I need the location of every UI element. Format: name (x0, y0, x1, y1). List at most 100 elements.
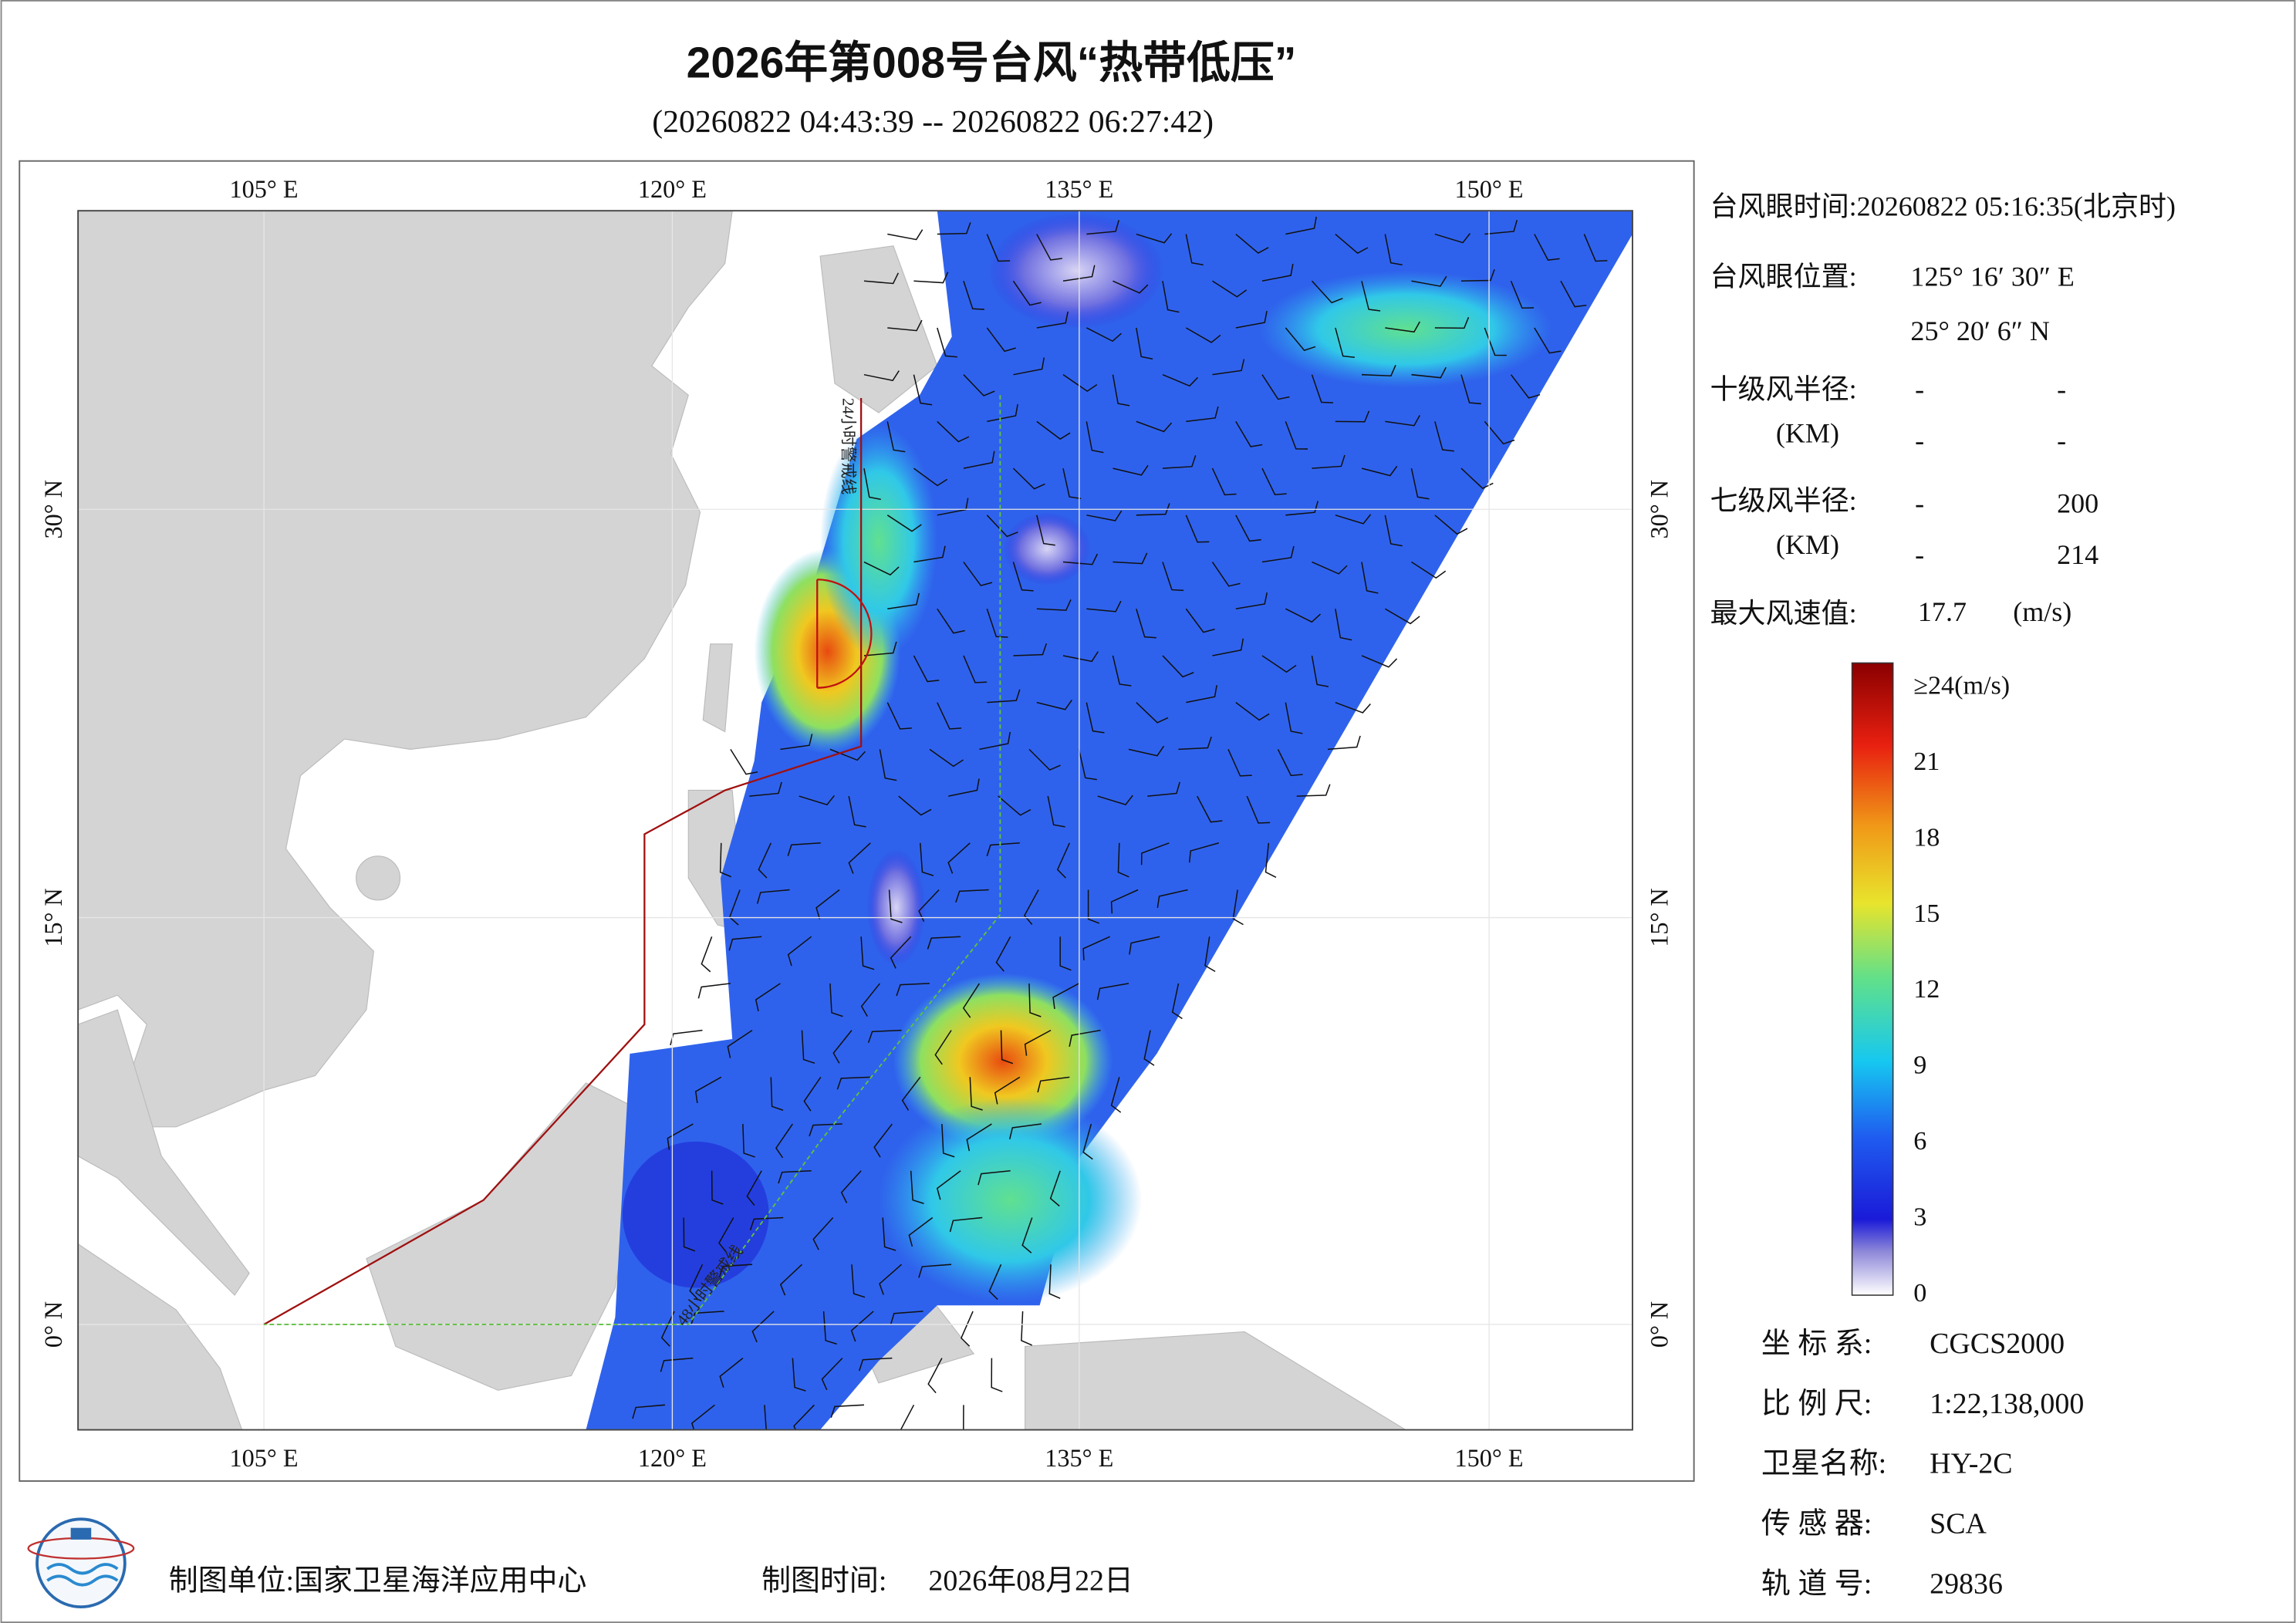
wind-barb (719, 842, 731, 878)
wind-barb (1021, 1311, 1033, 1346)
max-wind-unit: (m/s) (2013, 596, 2071, 627)
wind-barb (1052, 983, 1079, 1010)
warning-line-48h (264, 395, 1001, 1325)
wind-barb (987, 689, 1021, 704)
wind-barb (1384, 515, 1403, 547)
colorbar-label: 15 (1913, 899, 1940, 928)
wind-barbs (632, 216, 1608, 1430)
wind-barb (1227, 749, 1252, 777)
colorbar-label: 6 (1913, 1127, 1926, 1156)
wind-barb (987, 403, 1018, 423)
wind-barb (1062, 467, 1082, 500)
r10-label: 十级风半径: (1710, 374, 1857, 405)
logo (27, 1517, 135, 1609)
wind-barb (1185, 234, 1204, 266)
wind-barb (1312, 454, 1346, 469)
unit: (KM) (1776, 418, 1839, 449)
wind-barb (1117, 842, 1129, 878)
wind-barb (1197, 795, 1223, 823)
wind-barb (660, 1357, 694, 1372)
wind-barb (1434, 515, 1468, 535)
wind-barb (1384, 234, 1403, 266)
wind-barb (1113, 464, 1149, 476)
wind-barb (1113, 280, 1149, 294)
wind-barb (1012, 280, 1042, 306)
wind-barb (1235, 421, 1263, 447)
wind-barb (1335, 327, 1355, 359)
wind-barb (888, 889, 903, 923)
wind-barb (913, 655, 940, 683)
wind-barb (1264, 842, 1277, 879)
lon-label: 120° E (638, 1444, 707, 1472)
wind-barb (812, 1216, 834, 1250)
wind-barb (1296, 784, 1331, 797)
wind-barb (1232, 889, 1244, 926)
wind-barb (1277, 749, 1303, 777)
subtitle: (20260822 04:43:39 -- 20260822 06:27:42) (652, 104, 1214, 140)
wind-barb (1129, 936, 1160, 955)
wind-barb (963, 281, 984, 310)
wind-barb (860, 983, 881, 1017)
colorbar-label: 18 (1913, 823, 1940, 852)
wind-barb (863, 641, 897, 656)
wind-barb (1335, 410, 1370, 423)
wind-barb (1112, 374, 1130, 407)
eye-position-label: 台风眼位置: (1710, 262, 1857, 292)
wind-barb (1062, 651, 1099, 663)
wind-barb (1411, 275, 1447, 287)
wind-barb (1361, 281, 1381, 312)
wind-barb (1162, 281, 1180, 313)
wind-barb (1047, 795, 1065, 828)
lon-label: 105° E (230, 1444, 299, 1472)
wind-barb (1385, 321, 1420, 333)
r7-value: - (1915, 488, 1924, 519)
eye-time: 台风眼时间:20260822 05:16:35(北京时) (1710, 191, 2176, 222)
wind-barb (860, 936, 875, 970)
wind-barb (836, 1076, 871, 1090)
wind-barb (1096, 983, 1129, 1000)
wind-barb (778, 1170, 812, 1184)
wind-barb (1484, 420, 1515, 445)
wind-barb (1162, 373, 1199, 387)
unit: (KM) (1776, 529, 1839, 560)
wind-barb (1136, 702, 1169, 724)
wind-barb (1186, 685, 1217, 704)
lon-label: 105° E (230, 175, 299, 203)
wind-barb (887, 319, 923, 332)
wind-barb (1069, 1029, 1101, 1048)
wind-barb (1086, 220, 1119, 235)
wind-barb (1049, 1170, 1061, 1207)
lat-label: 0° N (39, 1301, 67, 1348)
colorbar-label: 21 (1913, 747, 1940, 776)
meta-label: 比 例 尺: (1761, 1388, 1872, 1420)
wind-barb (1048, 1264, 1061, 1299)
wind-barb (1285, 501, 1319, 516)
wind-barb (787, 936, 812, 967)
wind-barb (1112, 655, 1132, 687)
wind-barb (1036, 234, 1062, 261)
wind-barb (887, 229, 923, 241)
wind-barb (882, 1217, 896, 1251)
meta-label: 卫星名称: (1761, 1448, 1886, 1480)
wind-barb (1036, 311, 1069, 329)
wind-barb (1285, 608, 1322, 623)
warning-label-24h: 24小时警戒线 (839, 398, 857, 494)
wind-barb (1361, 465, 1398, 477)
wind-barb (851, 1264, 866, 1298)
wind-barb (913, 374, 933, 406)
wind-barb (1036, 699, 1072, 710)
warning-line-24h (263, 398, 863, 1325)
wind-barb (801, 1030, 815, 1065)
wind-barb (690, 1404, 715, 1430)
wind-barb (779, 1264, 803, 1296)
wind-barb (1212, 280, 1248, 298)
wind-barb (1136, 233, 1173, 244)
wind-barb (840, 1170, 862, 1203)
wind-barb (937, 608, 965, 634)
wind-barb (1311, 374, 1334, 403)
wind-barb (910, 1170, 924, 1204)
wind-barb (1000, 1030, 1014, 1065)
wind-barb (1086, 327, 1122, 342)
wind-barb (886, 702, 912, 730)
lat-label: 0° N (1645, 1301, 1673, 1348)
